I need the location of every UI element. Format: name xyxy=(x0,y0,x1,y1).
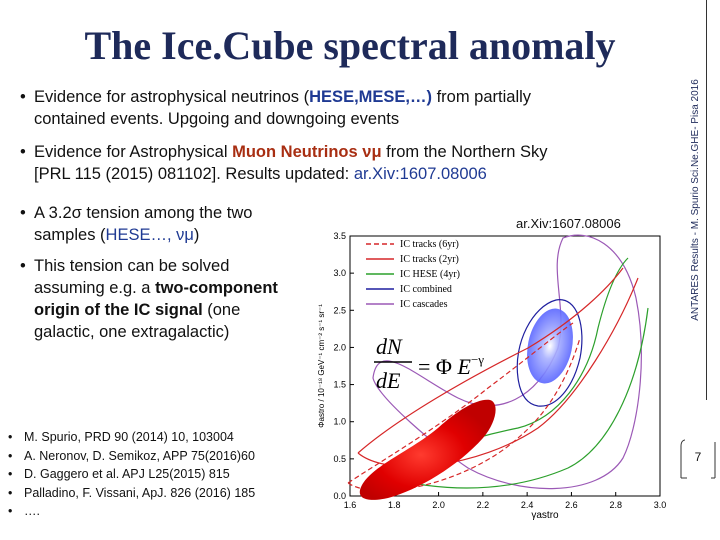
slide-title: The Ice.Cube spectral anomaly xyxy=(84,23,616,68)
page-number: 7 xyxy=(694,450,702,464)
reference-text: D. Gaggero et al. APJ L25(2015) 815 xyxy=(24,467,230,482)
bullet-dot-icon: • xyxy=(20,257,26,275)
reference-item: • D. Gaggero et al. APJ L25(2015) 815 xyxy=(8,465,255,484)
legend-label: IC cascades xyxy=(400,299,448,310)
page-badge-shape xyxy=(680,439,716,479)
x-tick-label: 2.0 xyxy=(432,500,445,510)
bullet-text: from the Northern Sky xyxy=(381,143,548,161)
bullet-text: from partially xyxy=(432,88,532,106)
reference-item: • M. Spurio, PRD 90 (2014) 10, 103004 xyxy=(8,428,255,447)
formula-rhs: = Φ E−γ xyxy=(418,352,484,379)
bullet-text: [PRL 115 (2015) 081102]. Results updated… xyxy=(34,165,354,183)
bullet-muon-neutrinos: • Evidence for Astrophysical Muon Neutri… xyxy=(20,141,548,185)
bullet-text: assuming e.g. a xyxy=(34,279,156,297)
bullet-highlight: HESE,MESE,…) xyxy=(309,88,432,106)
reference-text: M. Spurio, PRD 90 (2014) 10, 103004 xyxy=(24,430,234,444)
page-number-badge: 7 xyxy=(677,438,719,482)
legend-label: IC tracks (6yr) xyxy=(400,239,459,250)
bullet-text: samples ( xyxy=(34,226,106,244)
bullet-text: contained events. Upgoing and downgoing … xyxy=(34,110,400,128)
plot-frame xyxy=(349,235,661,497)
bullet-text: Evidence for Astrophysical xyxy=(34,143,233,161)
x-tick-label: 2.4 xyxy=(521,500,534,510)
plot-legend: IC tracks (6yr) IC tracks (2yr) IC HESE (4… xyxy=(366,239,460,310)
bullet-dot-icon: • xyxy=(20,88,26,106)
x-tick-label: 2.8 xyxy=(609,500,622,510)
bullet-highlight: Muon Neutrinos νμ xyxy=(232,143,382,161)
bullet-dot-icon: • xyxy=(8,485,13,500)
y-axis-label: Φastro / 10⁻¹⁸ GeV⁻¹ cm⁻² s⁻¹ sr⁻¹ xyxy=(318,304,326,428)
bullet-text: galactic, one extragalactic) xyxy=(34,323,230,341)
spectrum-formula: dN dE = Φ E−γ xyxy=(374,334,484,393)
arxiv-link[interactable]: ar.Xiv:1607.08006 xyxy=(353,165,487,183)
x-tick-label: 3.0 xyxy=(654,500,667,510)
formula-de: dE xyxy=(376,368,401,393)
references-list: • M. Spurio, PRD 90 (2014) 10, 103004 • A.… xyxy=(8,428,255,521)
legend-label: IC tracks (2yr) xyxy=(400,254,459,265)
x-tick-label: 2.6 xyxy=(565,500,578,510)
formula-dn: dN xyxy=(376,334,403,359)
bullet-text: Evidence for astrophysical neutrinos ( xyxy=(34,88,310,106)
y-tick-label: 3.0 xyxy=(333,268,346,278)
side-divider xyxy=(706,0,707,400)
y-tick-label: 1.0 xyxy=(333,417,346,427)
reference-text: A. Neronov, D. Semikoz, APP 75(2016)60 xyxy=(24,448,255,463)
arxiv-label: ar.Xiv:1607.08006 xyxy=(516,216,621,231)
y-tick-label: 3.5 xyxy=(333,231,346,241)
y-tick-label: 0.0 xyxy=(333,491,346,501)
y-tick-label: 0.5 xyxy=(333,454,346,464)
bullet-bold: origin of the IC signal xyxy=(34,301,203,319)
y-tick-label: 1.5 xyxy=(333,380,346,390)
contour-cascades xyxy=(372,234,642,490)
bullet-dot-icon: • xyxy=(20,204,26,222)
bullet-text: ) xyxy=(193,226,200,244)
bullet-dot-icon: • xyxy=(8,467,13,482)
plot-axes: 1.6 1.8 2.0 2.2 2.4 2.6 2.8 3.0 0.0 0.5 1.0 1.5 2.0 2… xyxy=(317,231,667,521)
bullet-text: A 3.2σ tension among the two xyxy=(34,204,253,222)
bullet-dot-icon: • xyxy=(20,143,26,161)
bullet-bold: two-component xyxy=(155,279,278,297)
legend-label: IC combined xyxy=(400,284,452,295)
x-tick-label: 2.2 xyxy=(477,500,490,510)
bullet-astro-neutrinos: • Evidence for astrophysical neutrinos (… xyxy=(20,86,532,130)
bullet-dot-icon: • xyxy=(8,430,13,444)
plot-regions xyxy=(347,234,649,500)
x-tick-label: 1.8 xyxy=(388,500,401,510)
y-tick-label: 2.5 xyxy=(333,305,346,315)
bullet-highlight: HESE…, νμ xyxy=(105,226,194,244)
tracks-region xyxy=(359,399,496,500)
combined-region xyxy=(527,308,573,384)
plot-svg: 1.6 1.8 2.0 2.2 2.4 2.6 2.8 3.0 0.0 0.5 1.0 1.5 2.0 2… xyxy=(317,231,667,521)
y-tick-label: 2.0 xyxy=(333,342,346,352)
bullet-text: (one xyxy=(202,301,241,319)
x-axis-label: γastro xyxy=(531,510,559,520)
bullet-text: This tension can be solved xyxy=(34,257,230,275)
bullet-dot-icon: • xyxy=(8,448,13,463)
bullet-tension: • A 3.2σ tension among the two samples (… xyxy=(20,202,253,246)
reference-text: Palladino, F. Vissani, ApJ. 826 (2016) 1… xyxy=(24,485,256,500)
reference-item: • A. Neronov, D. Semikoz, APP 75(2016)60 xyxy=(8,447,255,466)
reference-item: • …. xyxy=(8,502,255,521)
bullet-dot-icon: • xyxy=(8,504,13,519)
legend-label: IC HESE (4yr) xyxy=(400,269,460,280)
x-tick-label: 1.6 xyxy=(344,500,357,510)
contour-plot: 1.6 1.8 2.0 2.2 2.4 2.6 2.8 3.0 0.0 0.5 1.0 1.5 2.0 2… xyxy=(317,228,670,521)
reference-item: • Palladino, F. Vissani, ApJ. 826 (2016) … xyxy=(8,484,255,503)
contour-combined xyxy=(516,299,583,407)
bullet-two-component: • This tension can be solved assuming e.… xyxy=(20,255,278,343)
reference-text: …. xyxy=(24,504,40,519)
contour-tracks-6yr xyxy=(347,322,581,492)
